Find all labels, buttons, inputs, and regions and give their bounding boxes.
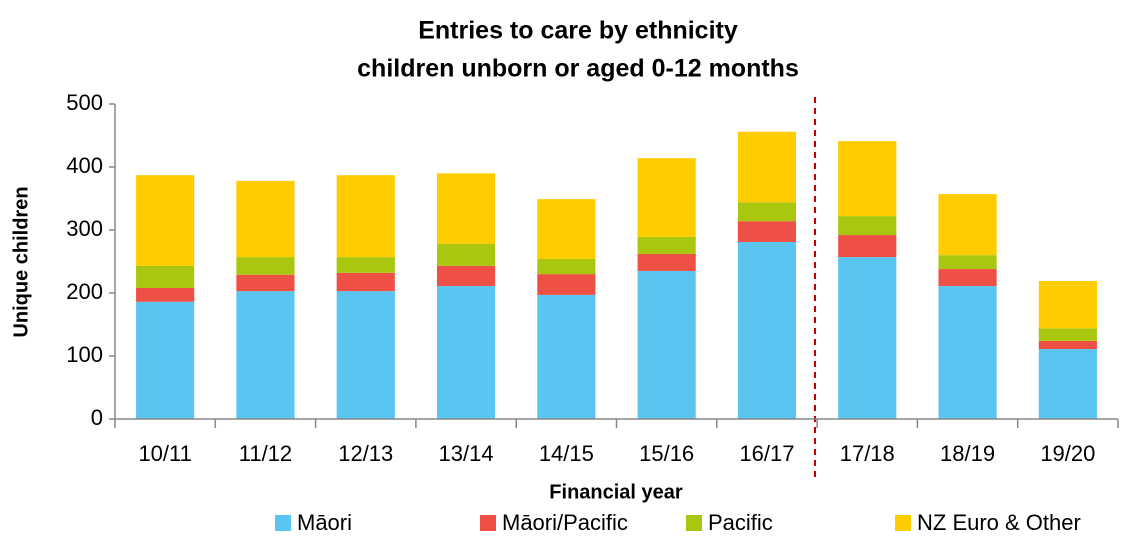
bar-segment — [236, 274, 295, 292]
x-tick-label: 10/11 — [138, 441, 191, 466]
x-tick-label: 15/16 — [639, 441, 694, 466]
bar-segment — [537, 274, 596, 295]
bar-segment — [838, 235, 897, 258]
bar-segment — [637, 158, 696, 237]
bar-segment — [236, 180, 295, 258]
bar-segment — [336, 272, 395, 292]
bar-segment — [1038, 340, 1097, 350]
y-tick-label: 200 — [66, 279, 103, 304]
bar-segment — [938, 194, 997, 256]
y-tick-label: 100 — [66, 342, 103, 367]
bar-segment — [1038, 328, 1097, 341]
y-tick-label: 300 — [66, 216, 103, 241]
legend-swatch — [275, 515, 291, 531]
bar-segment — [938, 286, 997, 419]
bar-segment — [136, 175, 195, 266]
x-axis-title: Financial year — [549, 481, 683, 503]
bar-segment — [136, 301, 195, 419]
legend-label: Māori — [297, 510, 352, 535]
bar-segment — [838, 141, 897, 217]
legend-swatch — [686, 515, 702, 531]
bar-segment — [436, 173, 496, 244]
bar-segment — [838, 216, 897, 236]
x-tick-label: 19/20 — [1040, 441, 1095, 466]
bar-segment — [938, 269, 997, 287]
x-tick-label: 11/12 — [239, 441, 292, 466]
bar-segment — [537, 199, 596, 259]
bar-segment — [436, 243, 496, 266]
x-tick-label: 12/13 — [338, 441, 393, 466]
bar-segment — [336, 291, 395, 419]
y-tick-label: 0 — [91, 405, 103, 430]
legend-label: Pacific — [708, 510, 773, 535]
y-tick-label: 500 — [66, 90, 103, 115]
bar-segment — [838, 257, 897, 419]
bar-segment — [236, 257, 295, 275]
bar-segment — [537, 258, 596, 275]
x-tick-label: 18/19 — [940, 441, 995, 466]
x-tick-label: 14/15 — [539, 441, 594, 466]
y-tick-label: 400 — [66, 153, 103, 178]
bar-segment — [737, 202, 797, 222]
bar-segment — [436, 265, 496, 287]
legend-label: NZ Euro & Other — [917, 510, 1081, 535]
bar-segment — [136, 265, 195, 288]
bar-segment — [737, 241, 797, 419]
chart-title: Entries to care by ethnicity — [418, 17, 738, 45]
bar-segment — [737, 221, 797, 242]
x-tick-label: 17/18 — [840, 441, 895, 466]
legend-swatch — [480, 515, 496, 531]
bar-segment — [637, 253, 696, 271]
bar-segment — [637, 270, 696, 419]
bar-segment — [336, 175, 395, 258]
bar-segment — [236, 291, 295, 419]
bar-segment — [1038, 281, 1097, 329]
bar-segment — [938, 255, 997, 270]
bar-segment — [336, 257, 395, 273]
bar-segment — [136, 287, 195, 302]
legend-label: Māori/Pacific — [502, 510, 628, 535]
bar-segment — [737, 131, 797, 203]
chart-subtitle: children unborn or aged 0-12 months — [357, 55, 799, 83]
bar-segment — [637, 236, 696, 254]
legend-swatch — [895, 515, 911, 531]
bar-segment — [1038, 349, 1097, 419]
bar-segment — [537, 294, 596, 419]
x-tick-label: 16/17 — [739, 441, 794, 466]
bar-segment — [436, 286, 496, 419]
y-axis-title: Unique children — [10, 186, 32, 337]
x-tick-label: 13/14 — [439, 441, 494, 466]
